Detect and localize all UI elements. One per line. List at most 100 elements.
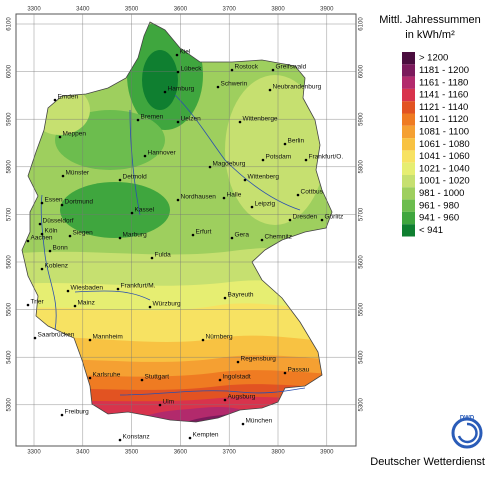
- city-label: Karlsruhe: [93, 372, 121, 379]
- legend-swatch: [402, 138, 415, 151]
- city-dot: [61, 174, 65, 178]
- city-label: Saarbrücken: [38, 332, 75, 339]
- y-label: 6100: [359, 17, 365, 31]
- city-label: Augsburg: [228, 394, 256, 401]
- city-label: Meppen: [63, 131, 87, 138]
- city-label: Regensburg: [241, 356, 277, 363]
- city-dot: [230, 68, 234, 72]
- city-label: Erfurt: [196, 229, 212, 236]
- city-label: Cottbus: [301, 189, 324, 196]
- logo-ring: [451, 417, 483, 449]
- x-label: 3300: [27, 7, 41, 13]
- zone: [225, 75, 325, 225]
- city-dot: [201, 338, 205, 342]
- city-label: Marburg: [123, 232, 148, 239]
- legend-label: < 941: [419, 225, 443, 236]
- city-label: Fulda: [155, 252, 172, 259]
- y-label: 5800: [7, 159, 13, 173]
- legend-swatch: [402, 125, 415, 139]
- city-dot: [60, 413, 64, 417]
- city-dot: [241, 422, 245, 426]
- legend-label: 1081 - 1100: [419, 127, 469, 138]
- city-dot: [175, 53, 179, 57]
- legend-swatch: [402, 64, 415, 77]
- legend-label: 1001 - 1020: [419, 176, 470, 187]
- y-label: 5700: [7, 207, 13, 221]
- city-dot: [136, 118, 140, 122]
- legend-swatch: [402, 101, 415, 114]
- city-label: Kempten: [193, 432, 219, 439]
- city-dot: [191, 233, 195, 237]
- credit: Deutscher Wetterdienst: [370, 456, 485, 468]
- city-label: Stuttgart: [145, 374, 170, 381]
- y-label: 5700: [359, 207, 365, 221]
- legend-title: in kWh/m²: [405, 29, 455, 41]
- city-dot: [230, 236, 234, 240]
- legend-label: 1041 - 1060: [419, 151, 470, 162]
- legend-label: 1161 - 1180: [419, 77, 468, 88]
- zone: [60, 182, 170, 238]
- y-label: 5300: [7, 397, 13, 411]
- city-dot: [271, 68, 275, 72]
- city-label: Emden: [58, 94, 79, 101]
- city-label: Passau: [288, 367, 310, 374]
- y-label: 5500: [359, 302, 365, 316]
- city-dot: [118, 178, 122, 182]
- city-label: Würzburg: [153, 301, 182, 308]
- legend-label: > 1200: [419, 53, 448, 64]
- city-label: Frankfurt/M.: [121, 283, 156, 290]
- legend-swatch: [402, 187, 415, 200]
- y-label: 5600: [7, 255, 13, 269]
- city-dot: [38, 222, 42, 226]
- legend-swatch: [402, 52, 415, 65]
- city-label: Düsseldorf: [43, 218, 74, 225]
- city-dot: [73, 304, 77, 308]
- city-dot: [216, 85, 220, 89]
- y-label: 5500: [7, 302, 13, 316]
- city-label: Wittenberge: [243, 116, 278, 123]
- city-label: Konstanz: [123, 434, 150, 441]
- city-label: Aachen: [31, 235, 53, 242]
- city-label: Nürnberg: [206, 334, 233, 341]
- y-label: 5400: [7, 350, 13, 364]
- city-label: Ingolstadt: [223, 374, 251, 381]
- city-dot: [88, 376, 92, 380]
- y-label: 5600: [359, 255, 365, 269]
- y-label: 5400: [359, 350, 365, 364]
- city-dot: [238, 120, 242, 124]
- city-dot: [60, 203, 64, 207]
- city-dot: [222, 196, 226, 200]
- y-label: 5800: [359, 159, 365, 173]
- city-dot: [40, 267, 44, 271]
- legend-label: 1141 - 1160: [419, 90, 468, 101]
- legend-label: 981 - 1000: [419, 188, 464, 199]
- city-label: Nordhausen: [181, 194, 217, 201]
- y-label: 6100: [7, 17, 13, 31]
- city-dot: [296, 193, 300, 197]
- city-dot: [118, 236, 122, 240]
- city-dot: [140, 378, 144, 382]
- city-label: Ulm: [163, 399, 175, 406]
- city-label: Köln: [45, 228, 58, 235]
- city-dot: [176, 70, 180, 74]
- city-dot: [283, 371, 287, 375]
- legend-label: 1121 - 1140: [419, 102, 468, 113]
- city-label: Rostock: [235, 64, 259, 71]
- city-dot: [53, 98, 57, 102]
- y-label: 6000: [359, 64, 365, 78]
- x-label: 3700: [223, 7, 237, 13]
- city-dot: [150, 256, 154, 260]
- city-label: Siegen: [73, 230, 94, 237]
- city-label: Wiesbaden: [71, 285, 104, 292]
- city-label: Dresden: [293, 214, 318, 221]
- city-label: Potsdam: [266, 154, 292, 161]
- river: [174, 94, 301, 211]
- legend-swatch: [402, 199, 415, 212]
- y-label: 5900: [7, 112, 13, 126]
- legend-swatch: [402, 162, 415, 175]
- logo-text: DWD: [460, 416, 475, 422]
- river: [119, 387, 306, 396]
- city-label: München: [246, 418, 273, 425]
